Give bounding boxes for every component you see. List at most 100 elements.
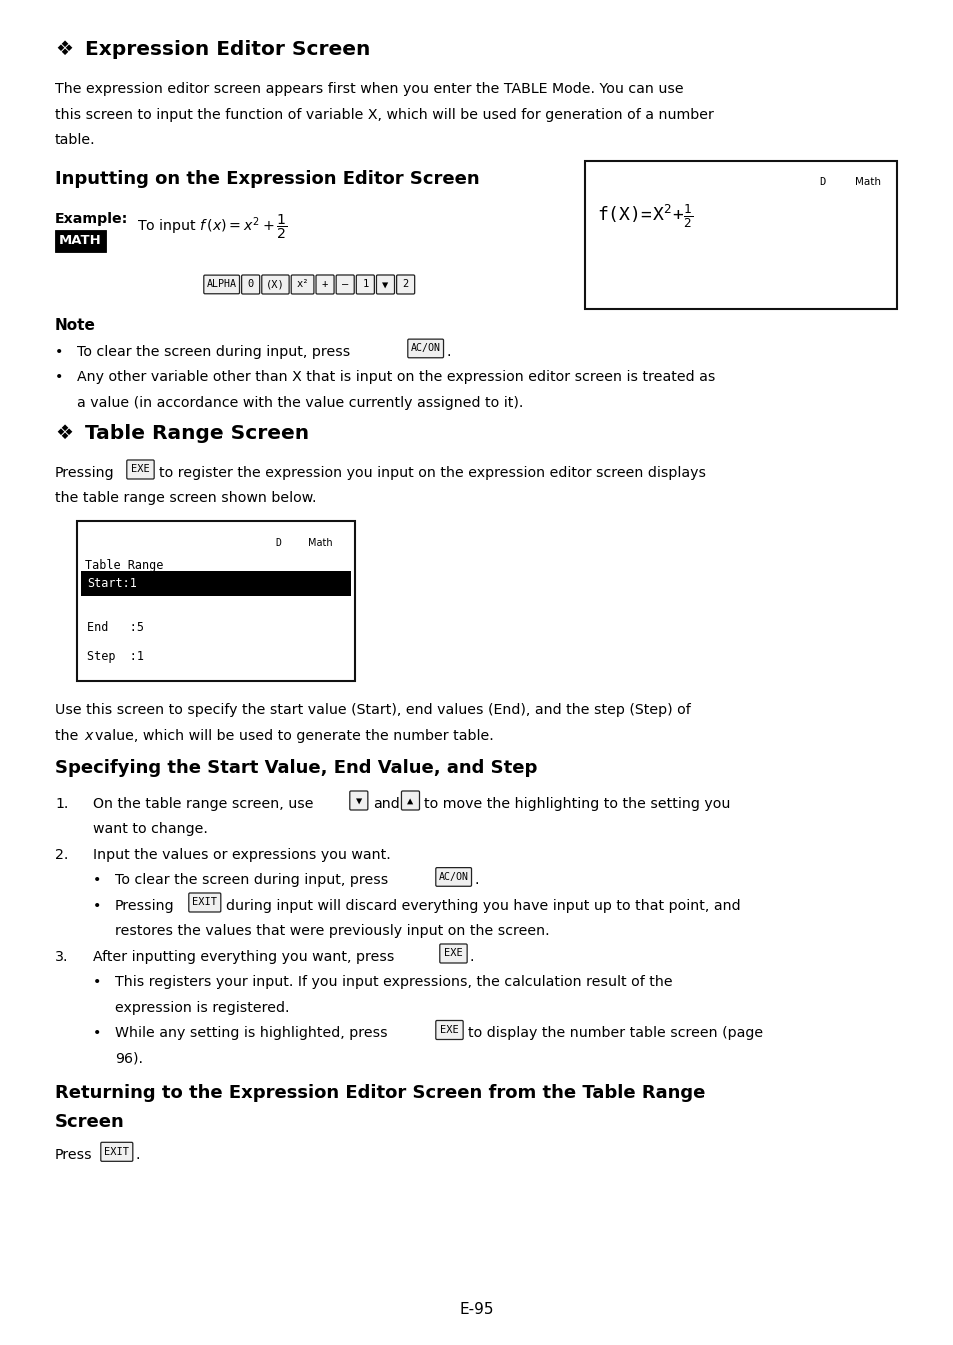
Text: ❖: ❖ [55, 424, 73, 443]
Text: x: x [84, 729, 92, 742]
Text: After inputting everything you want, press: After inputting everything you want, pre… [92, 950, 394, 963]
Text: The expression editor screen appears first when you enter the TABLE Mode. You ca: The expression editor screen appears fir… [55, 82, 683, 95]
Text: the table range screen shown below.: the table range screen shown below. [55, 491, 316, 504]
FancyBboxPatch shape [436, 1021, 462, 1040]
Text: EXIT: EXIT [193, 897, 217, 908]
FancyBboxPatch shape [127, 460, 154, 479]
Text: Pressing: Pressing [55, 465, 114, 480]
Text: While any setting is highlighted, press: While any setting is highlighted, press [115, 1026, 387, 1040]
Text: to move the highlighting to the setting you: to move the highlighting to the setting … [424, 796, 730, 811]
Text: To clear the screen during input, press: To clear the screen during input, press [115, 873, 388, 886]
Text: To input $f\/(x) = x^2 + \dfrac{1}{2}$: To input $f\/(x) = x^2 + \dfrac{1}{2}$ [137, 213, 287, 241]
Text: •: • [55, 344, 63, 359]
Text: $\mathtt{f(X)\!=\!X^2\!+\!\frac{1}{2}}$: $\mathtt{f(X)\!=\!X^2\!+\!\frac{1}{2}}$ [597, 203, 692, 230]
Text: .: . [446, 344, 451, 359]
Text: .: . [135, 1147, 140, 1162]
Text: Pressing: Pressing [115, 898, 174, 912]
Text: ▼: ▼ [382, 280, 388, 289]
Text: EXE: EXE [131, 464, 150, 475]
Text: Table Range Screen: Table Range Screen [85, 424, 309, 443]
Text: EXE: EXE [439, 1025, 458, 1036]
FancyBboxPatch shape [241, 274, 259, 295]
Text: Start:1: Start:1 [87, 577, 136, 590]
FancyBboxPatch shape [101, 1142, 132, 1161]
FancyBboxPatch shape [401, 791, 419, 810]
Text: to display the number table screen (page: to display the number table screen (page [468, 1026, 762, 1040]
Text: Note: Note [55, 317, 95, 332]
Text: D: D [818, 176, 824, 187]
Text: Step  :1: Step :1 [87, 650, 144, 663]
Text: AC/ON: AC/ON [438, 872, 468, 882]
Bar [77, 521, 355, 681]
Text: •: • [92, 1026, 101, 1040]
Text: Any other variable other than X that is input on the expression editor screen is: Any other variable other than X that is … [77, 370, 715, 385]
Text: table.: table. [55, 133, 95, 147]
Text: x²: x² [296, 280, 309, 289]
Text: Example:: Example: [55, 213, 129, 226]
FancyBboxPatch shape [396, 274, 415, 295]
Text: expression is registered.: expression is registered. [115, 1001, 289, 1014]
Text: This registers your input. If you input expressions, the calculation result of t: This registers your input. If you input … [115, 975, 672, 989]
Text: want to change.: want to change. [92, 822, 208, 837]
Text: this screen to input the function of variable X, which will be used for generati: this screen to input the function of var… [55, 108, 713, 121]
Text: (X): (X) [266, 280, 285, 289]
Text: during input will discard everything you have input up to that point, and: during input will discard everything you… [225, 898, 740, 912]
Text: Input the values or expressions you want.: Input the values or expressions you want… [92, 847, 391, 862]
Text: 0: 0 [247, 280, 253, 289]
FancyBboxPatch shape [189, 893, 220, 912]
Text: •: • [92, 898, 101, 912]
Text: •: • [92, 975, 101, 989]
FancyBboxPatch shape [356, 274, 374, 295]
FancyBboxPatch shape [407, 339, 443, 358]
Text: EXE: EXE [444, 948, 462, 959]
FancyBboxPatch shape [315, 274, 334, 295]
Text: to register the expression you input on the expression editor screen displays: to register the expression you input on … [159, 465, 705, 480]
Text: 1.: 1. [55, 796, 69, 811]
Bar [584, 160, 896, 308]
Text: Use this screen to specify the start value (Start), end values (End), and the st: Use this screen to specify the start val… [55, 703, 690, 717]
FancyBboxPatch shape [204, 276, 239, 293]
Text: —: — [342, 280, 348, 289]
Text: To clear the screen during input, press: To clear the screen during input, press [77, 344, 350, 359]
FancyBboxPatch shape [335, 274, 354, 295]
Text: Press: Press [55, 1147, 92, 1162]
Text: 3.: 3. [55, 950, 69, 963]
Text: ▼: ▼ [355, 795, 361, 806]
Text: D: D [274, 538, 280, 547]
Text: MATH: MATH [58, 234, 101, 247]
Text: Inputting on the Expression Editor Screen: Inputting on the Expression Editor Scree… [55, 171, 479, 188]
Text: +: + [321, 280, 328, 289]
Bar [81, 572, 351, 596]
Text: ALPHA: ALPHA [207, 280, 236, 289]
Text: 2.: 2. [55, 847, 69, 862]
Text: ▲: ▲ [407, 795, 414, 806]
Text: and: and [373, 796, 399, 811]
Text: 2: 2 [402, 280, 408, 289]
Text: Screen: Screen [55, 1112, 125, 1131]
FancyBboxPatch shape [350, 791, 368, 810]
Text: restores the values that were previously input on the screen.: restores the values that were previously… [115, 924, 549, 937]
Text: On the table range screen, use: On the table range screen, use [92, 796, 314, 811]
Text: •: • [55, 370, 63, 385]
FancyBboxPatch shape [261, 274, 289, 295]
Text: Specifying the Start Value, End Value, and Step: Specifying the Start Value, End Value, a… [55, 759, 537, 776]
Text: a value (in accordance with the value currently assigned to it).: a value (in accordance with the value cu… [77, 395, 523, 409]
Text: Table Range: Table Range [85, 560, 163, 572]
Text: the: the [55, 729, 83, 742]
Text: 96).: 96). [115, 1052, 143, 1065]
Text: Math: Math [854, 176, 880, 187]
Text: value, which will be used to generate the number table.: value, which will be used to generate th… [95, 729, 494, 742]
FancyBboxPatch shape [54, 230, 106, 252]
FancyBboxPatch shape [436, 868, 471, 886]
Text: •: • [92, 873, 101, 886]
Text: AC/ON: AC/ON [410, 343, 440, 354]
Text: E-95: E-95 [459, 1302, 494, 1317]
Text: .: . [470, 950, 474, 963]
Text: 1: 1 [362, 280, 368, 289]
Text: Expression Editor Screen: Expression Editor Screen [85, 40, 370, 59]
FancyBboxPatch shape [439, 944, 467, 963]
FancyBboxPatch shape [376, 274, 395, 295]
Text: Returning to the Expression Editor Screen from the Table Range: Returning to the Expression Editor Scree… [55, 1084, 704, 1102]
Text: EXIT: EXIT [104, 1147, 130, 1157]
Text: ❖: ❖ [55, 40, 73, 59]
